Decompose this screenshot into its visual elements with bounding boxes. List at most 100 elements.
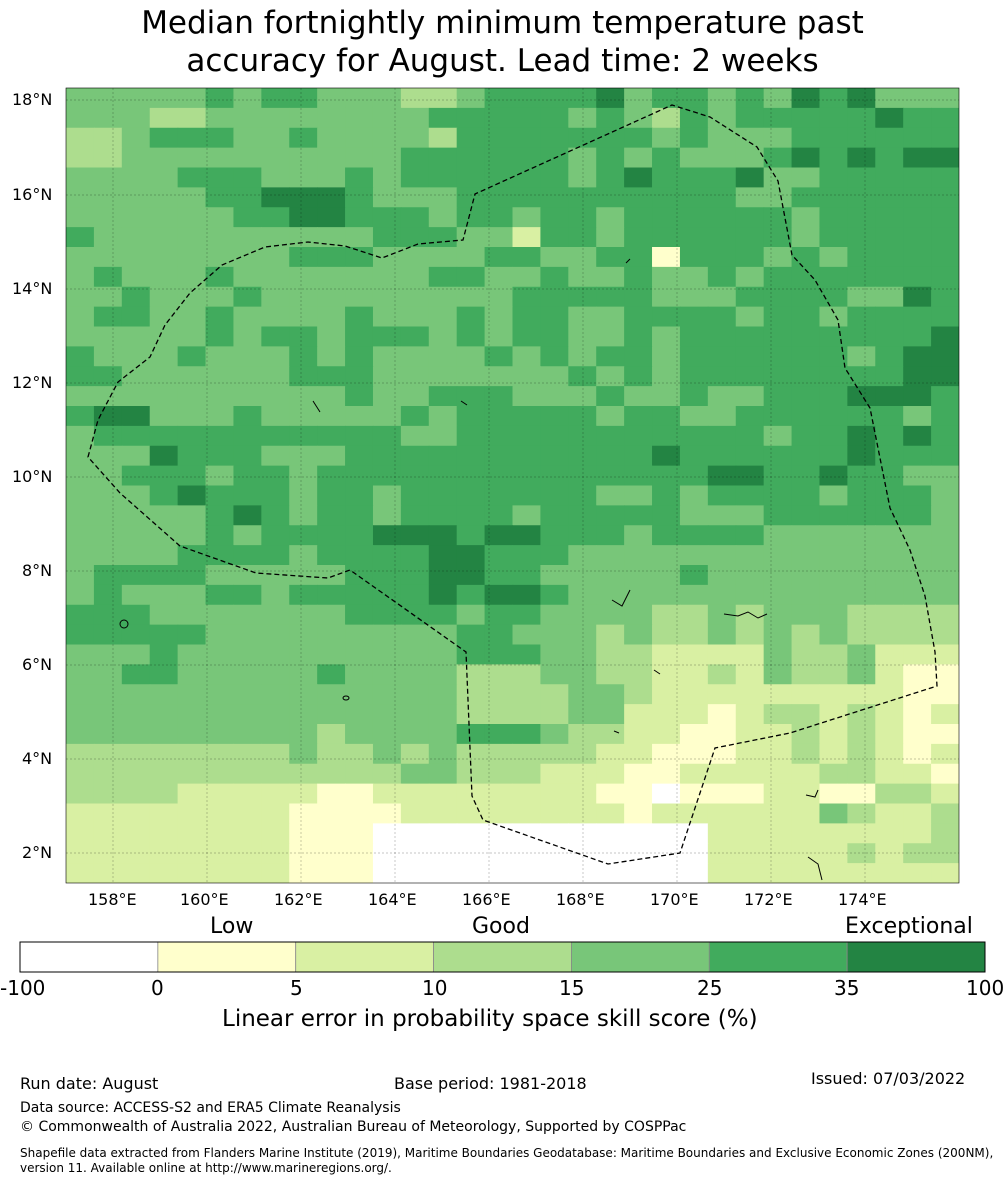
grid-cell bbox=[121, 823, 151, 844]
grid-cell bbox=[652, 565, 681, 586]
grid-cell bbox=[512, 783, 542, 805]
grid-cell bbox=[847, 386, 876, 407]
grid-cell bbox=[400, 247, 430, 268]
grid-cell bbox=[121, 187, 151, 208]
lon-label: 162°E bbox=[274, 890, 323, 909]
grid-cell bbox=[624, 505, 653, 526]
grid-cell bbox=[345, 445, 374, 467]
grid-cell bbox=[568, 88, 597, 109]
grid-cell bbox=[261, 247, 290, 268]
grid-cell bbox=[903, 326, 932, 347]
grid-cell bbox=[875, 565, 904, 586]
grid-cell bbox=[149, 823, 179, 844]
grid-cell bbox=[400, 445, 430, 467]
grid-cell bbox=[93, 306, 123, 328]
grid-cell bbox=[428, 644, 458, 665]
grid-cell bbox=[540, 406, 569, 427]
grid-cell bbox=[345, 465, 374, 487]
grid-cell bbox=[149, 247, 179, 268]
grid-cell bbox=[596, 247, 625, 268]
grid-cell bbox=[372, 425, 402, 447]
grid-cell bbox=[679, 684, 709, 705]
grid-cell bbox=[903, 525, 932, 546]
grid-cell bbox=[568, 127, 597, 149]
grid-cell bbox=[428, 326, 458, 347]
grid-cell bbox=[400, 565, 430, 586]
grid-cell bbox=[233, 624, 262, 646]
grid-cell bbox=[847, 644, 876, 665]
grid-cell bbox=[149, 803, 179, 824]
grid-cell bbox=[66, 505, 95, 526]
grid-cell bbox=[149, 465, 179, 487]
grid-cell bbox=[903, 644, 932, 665]
grid-cell bbox=[763, 187, 793, 208]
grid-cell bbox=[596, 724, 625, 745]
grid-cell bbox=[819, 545, 848, 566]
grid-cell bbox=[345, 863, 374, 883]
grid-cell bbox=[372, 247, 402, 268]
grid-cell bbox=[791, 107, 821, 129]
grid-cell bbox=[540, 326, 569, 347]
grid-cell bbox=[93, 525, 123, 546]
grid-cell bbox=[763, 366, 793, 387]
grid-cell bbox=[149, 386, 179, 407]
grid-cell bbox=[596, 266, 625, 288]
grid-cell bbox=[679, 505, 709, 526]
grid-cell bbox=[540, 763, 569, 785]
grid-cell bbox=[875, 107, 904, 129]
grid-cell bbox=[819, 743, 848, 765]
grid-cell bbox=[791, 763, 821, 785]
grid-cell bbox=[205, 783, 235, 805]
grid-cell bbox=[512, 366, 542, 387]
grid-cell bbox=[261, 167, 290, 188]
grid-cell bbox=[679, 227, 709, 248]
grid-cell bbox=[289, 863, 318, 883]
grid-cell bbox=[484, 147, 514, 169]
grid-cell bbox=[66, 584, 95, 606]
grid-cell bbox=[707, 624, 737, 646]
grid-cell bbox=[707, 684, 737, 705]
grid-cell bbox=[735, 227, 765, 248]
grid-cell bbox=[400, 545, 430, 566]
grid-cell bbox=[624, 684, 653, 705]
colorbar-tick-label: 35 bbox=[834, 976, 860, 1000]
grid-cell bbox=[400, 286, 430, 308]
grid-cell bbox=[261, 505, 290, 526]
grid-cell bbox=[177, 306, 207, 328]
grid-cell bbox=[149, 525, 179, 546]
grid-cell bbox=[847, 425, 876, 447]
grid-cell bbox=[931, 545, 959, 566]
grid-cell bbox=[261, 704, 290, 725]
grid-cell bbox=[540, 724, 569, 745]
grid-cell bbox=[261, 227, 290, 248]
grid-cell bbox=[456, 763, 486, 785]
grid-cell bbox=[400, 604, 430, 626]
grid-cell bbox=[819, 227, 848, 248]
lat-label: 4°N bbox=[22, 749, 53, 768]
grid-cell bbox=[400, 107, 430, 129]
grid-cell bbox=[261, 565, 290, 586]
grid-cell bbox=[819, 803, 848, 824]
grid-cell bbox=[93, 465, 123, 487]
grid-cell bbox=[875, 485, 904, 506]
grid-cell bbox=[205, 843, 235, 864]
grid-cell bbox=[205, 406, 235, 427]
grid-cell bbox=[484, 465, 514, 487]
eez-boundary-line bbox=[87, 104, 938, 865]
grid-cell bbox=[177, 107, 207, 129]
grid-cell bbox=[931, 783, 959, 805]
grid-cell bbox=[456, 485, 486, 506]
grid-cell bbox=[456, 664, 486, 685]
grid-cell bbox=[624, 127, 653, 149]
grid-cell bbox=[931, 803, 959, 824]
lat-label: 16°N bbox=[12, 185, 53, 204]
grid-cell bbox=[317, 306, 346, 328]
grid-cell bbox=[596, 406, 625, 427]
grid-cell bbox=[121, 843, 151, 864]
grid-cell bbox=[149, 266, 179, 288]
grid-cell bbox=[289, 783, 318, 805]
grid-cell bbox=[735, 783, 765, 805]
grid-cell bbox=[735, 704, 765, 725]
colorbar-frame bbox=[19, 941, 986, 973]
grid-cell bbox=[428, 286, 458, 308]
